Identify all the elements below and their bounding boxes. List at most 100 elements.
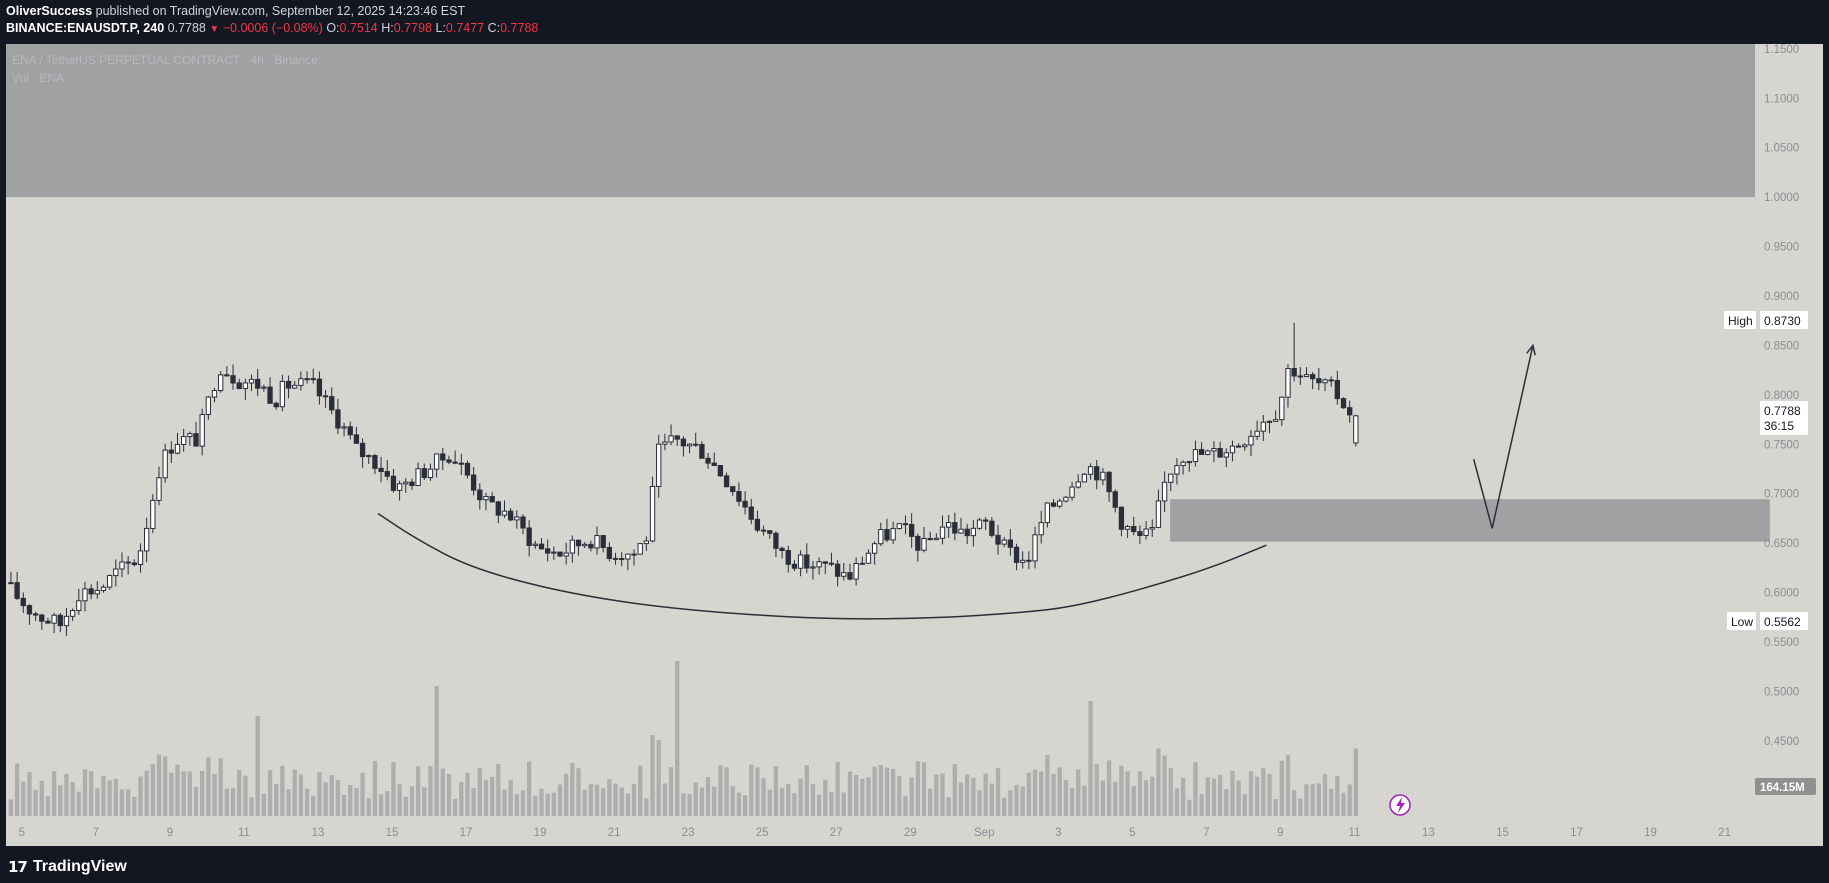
candle <box>600 535 606 553</box>
candle <box>1310 371 1316 390</box>
candle-body <box>588 543 594 549</box>
candle-body <box>896 523 902 530</box>
volume-bar <box>206 757 211 816</box>
author-name[interactable]: OliverSuccess <box>6 4 93 18</box>
candle <box>1192 440 1199 467</box>
volume-bar <box>14 763 20 816</box>
candle <box>625 553 631 571</box>
candle-body <box>1081 473 1088 483</box>
candle-body <box>933 537 939 541</box>
symbol-label[interactable]: BINANCE:ENAUSDT.P, 240 <box>6 21 165 35</box>
price-tick-label: 0.8500 <box>1764 340 1799 352</box>
candle-body <box>446 459 452 463</box>
candle <box>748 498 754 525</box>
volume-bar <box>422 787 427 816</box>
candle-body <box>205 396 212 415</box>
volume-bar <box>989 783 995 816</box>
price-tick-label: 0.9500 <box>1764 242 1799 254</box>
time-tick-label: 21 <box>1718 827 1731 839</box>
price-chart[interactable]: 1.1500 1.1000 1.0500 1.0000 0.9500 0.9000 0.85… <box>0 0 1829 851</box>
demand-zone <box>1170 499 1770 542</box>
candle-body <box>396 483 403 491</box>
volume-bar <box>1248 771 1254 816</box>
volume-bar <box>1310 783 1315 816</box>
candle-body <box>1229 445 1236 454</box>
volume-bar <box>607 779 612 816</box>
volume-bar <box>465 772 470 816</box>
candle-body <box>20 597 26 607</box>
candle-body <box>878 529 884 545</box>
candle-body <box>304 378 310 381</box>
volume-bar <box>804 765 809 816</box>
candle-body <box>705 457 711 464</box>
volume-bar <box>1193 762 1198 816</box>
candle <box>113 559 119 587</box>
volume-bar <box>742 795 748 816</box>
candle <box>742 491 748 515</box>
volume-bar <box>1168 767 1173 816</box>
bottom-bar: 17 TradingView <box>0 851 1829 883</box>
volume-bar <box>341 795 347 816</box>
volume-bar <box>551 792 556 816</box>
candle-body <box>717 464 724 477</box>
candle-body <box>557 551 563 557</box>
candle-body <box>1087 466 1094 475</box>
volume-bar <box>884 767 890 816</box>
candle-body <box>353 434 360 444</box>
volume-bar <box>749 764 754 816</box>
candle-body <box>668 435 674 443</box>
volume-bar <box>915 761 920 816</box>
low-marker: Low 0.5562 <box>1727 612 1808 630</box>
candle-body <box>834 563 841 577</box>
candle-body <box>711 462 717 466</box>
candle-body <box>1094 466 1100 481</box>
candle-body <box>261 386 267 389</box>
candle-body <box>939 526 946 539</box>
volume-bar <box>267 770 273 816</box>
candle <box>390 469 397 493</box>
candle <box>668 424 674 446</box>
candle <box>248 374 255 392</box>
volume-bar <box>1106 760 1112 816</box>
time-axis[interactable]: 5 7 9 11 13 15 17 19 21 23 25 27 29 Sep 3 5 7 9 11 13 15 17 19… <box>19 827 1731 839</box>
volume-bar <box>1205 777 1210 816</box>
projection-path <box>1472 345 1534 529</box>
volume-bar <box>51 771 57 816</box>
candle-body <box>754 518 761 531</box>
candle <box>1112 489 1118 513</box>
candle <box>45 617 51 624</box>
candle <box>1057 498 1063 509</box>
candle <box>717 464 724 477</box>
candle <box>865 549 872 564</box>
candle-body <box>797 554 804 569</box>
time-tick-label: 9 <box>1277 827 1283 839</box>
candle-body <box>440 453 446 461</box>
volume-bar <box>181 771 186 816</box>
candle-body <box>1180 461 1186 467</box>
volume-bar <box>965 774 970 816</box>
drawings <box>377 343 1536 620</box>
candle-body <box>742 500 748 508</box>
volume-bar <box>786 784 791 816</box>
high-value-text: 0.8730 <box>1764 314 1801 328</box>
candle-body <box>292 384 298 389</box>
volume-bar <box>218 758 223 816</box>
price-tick-label: 1.0000 <box>1764 192 1799 204</box>
candle-body <box>8 582 14 585</box>
volume-bar <box>693 782 698 816</box>
time-tick-label: 3 <box>1055 827 1061 839</box>
candle <box>236 378 242 390</box>
tradingview-logo[interactable]: 17 TradingView <box>8 858 127 876</box>
candle <box>760 525 767 536</box>
lightning-icon[interactable] <box>1389 794 1411 816</box>
candle-body <box>285 380 292 389</box>
time-tick-label: 29 <box>904 827 917 839</box>
candle <box>520 514 526 535</box>
volume-bar <box>557 784 563 816</box>
candle <box>1050 499 1057 508</box>
volume-bar <box>489 776 495 816</box>
candle <box>1124 524 1131 539</box>
candle <box>51 613 57 634</box>
candle-body <box>366 455 372 458</box>
candle-body <box>1168 473 1174 483</box>
